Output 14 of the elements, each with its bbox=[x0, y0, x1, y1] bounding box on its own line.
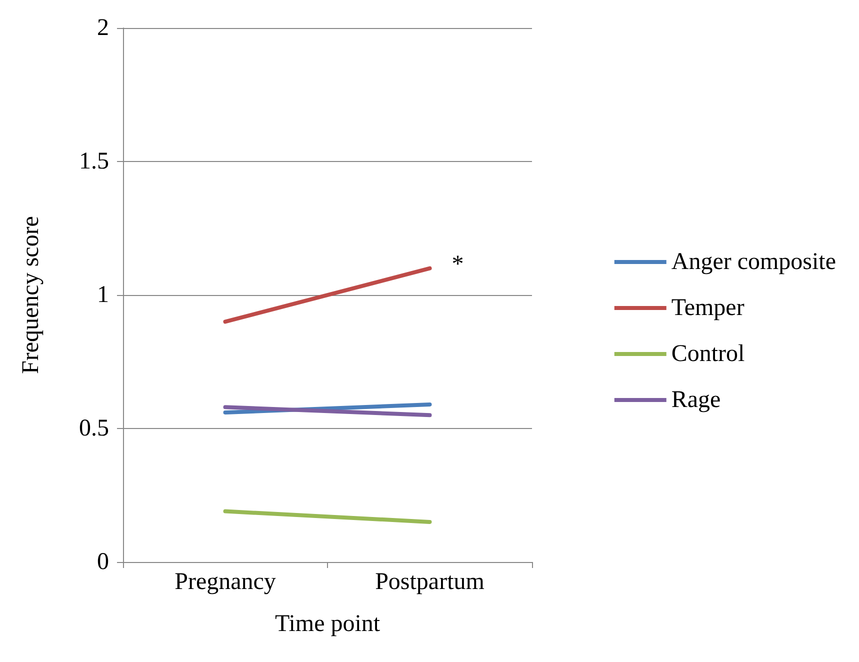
legend-label: Temper bbox=[671, 295, 744, 321]
x-axis-title: Time point bbox=[274, 611, 380, 637]
y-tick-label: 0.5 bbox=[79, 416, 109, 442]
y-tick-label: 2 bbox=[97, 15, 109, 41]
legend-label: Control bbox=[671, 341, 746, 367]
y-tick-label: 1 bbox=[97, 282, 109, 308]
y-axis-title: Frequency score bbox=[18, 216, 44, 374]
annotation: * bbox=[452, 251, 464, 278]
legend-label: Rage bbox=[671, 387, 721, 413]
x-tick-label: Postpartum bbox=[375, 569, 485, 595]
y-tick-label: 0 bbox=[97, 549, 109, 575]
legend-label: Anger composite bbox=[671, 249, 836, 275]
x-tick-label: Pregnancy bbox=[174, 569, 276, 595]
y-tick-label: 1.5 bbox=[79, 148, 109, 174]
